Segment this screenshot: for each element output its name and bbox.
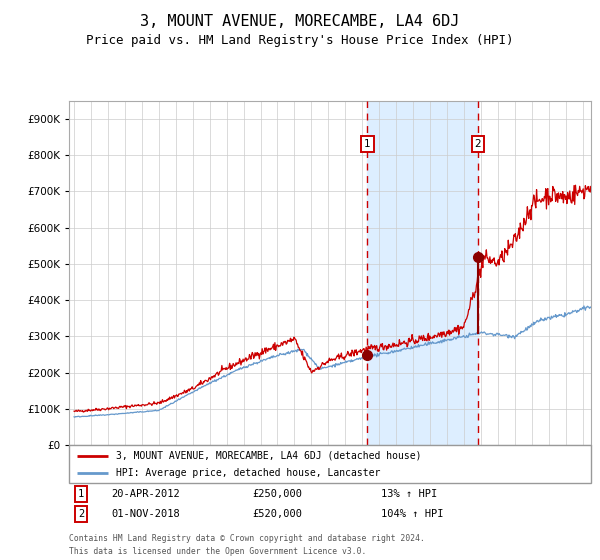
Text: 13% ↑ HPI: 13% ↑ HPI: [381, 489, 437, 499]
Bar: [367, 101, 478, 445]
Text: 01-NOV-2018: 01-NOV-2018: [111, 509, 180, 519]
Text: 1: 1: [364, 139, 371, 150]
Text: 2: 2: [78, 509, 84, 519]
Text: 104% ↑ HPI: 104% ↑ HPI: [381, 509, 443, 519]
Text: Price paid vs. HM Land Registry's House Price Index (HPI): Price paid vs. HM Land Registry's House …: [86, 34, 514, 46]
Text: 20-APR-2012: 20-APR-2012: [111, 489, 180, 499]
Text: 2: 2: [475, 139, 481, 150]
Text: HPI: Average price, detached house, Lancaster: HPI: Average price, detached house, Lanc…: [116, 468, 380, 478]
Text: Contains HM Land Registry data © Crown copyright and database right 2024.: Contains HM Land Registry data © Crown c…: [69, 534, 425, 543]
Text: £250,000: £250,000: [252, 489, 302, 499]
Text: 3, MOUNT AVENUE, MORECAMBE, LA4 6DJ: 3, MOUNT AVENUE, MORECAMBE, LA4 6DJ: [140, 14, 460, 29]
Text: 1: 1: [78, 489, 84, 499]
Text: £520,000: £520,000: [252, 509, 302, 519]
Text: This data is licensed under the Open Government Licence v3.0.: This data is licensed under the Open Gov…: [69, 547, 367, 556]
Text: 3, MOUNT AVENUE, MORECAMBE, LA4 6DJ (detached house): 3, MOUNT AVENUE, MORECAMBE, LA4 6DJ (det…: [116, 451, 421, 461]
